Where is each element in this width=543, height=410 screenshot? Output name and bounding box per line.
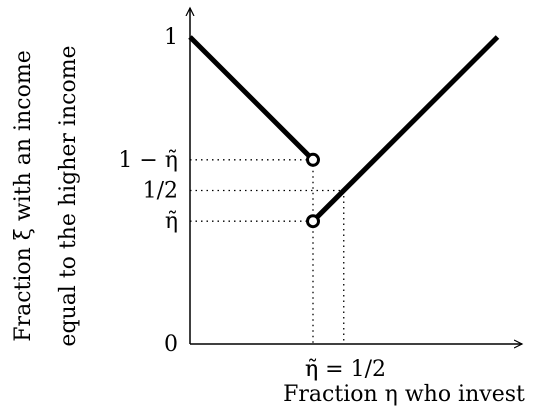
x-tick-labels: η̃η = 1/2 (305, 357, 386, 382)
x-tick-label-1: η = 1/2 (305, 357, 386, 382)
y-tick-label-0: 1 (164, 25, 178, 50)
y-tick-label-3: η̃ (165, 209, 178, 234)
open-point-0 (306, 152, 320, 167)
y-tick-labels: 1 1 − η̃ 1/2 η̃ 0 (118, 25, 178, 357)
open-points (306, 152, 320, 229)
series-line-1 (311, 35, 500, 223)
series-lines (188, 35, 500, 223)
y-tick-label-2: 1/2 (143, 179, 178, 204)
series-line-0 (188, 35, 315, 162)
x-tick-label-0: η̃ (305, 357, 318, 382)
guide-lines (190, 159, 345, 344)
y-tick-label-4: 0 (164, 332, 178, 357)
y-axis-title-line-1: Fraction ξ with an income (11, 50, 36, 341)
open-point-1 (306, 214, 320, 229)
y-axis-title: Fraction ξ with an income equal to the h… (11, 45, 81, 346)
x-axis-title: Fraction η who invest (283, 382, 525, 407)
y-axis-title-line-2: equal to the higher income (56, 45, 81, 346)
y-tick-label-1: 1 − η̃ (118, 148, 178, 173)
